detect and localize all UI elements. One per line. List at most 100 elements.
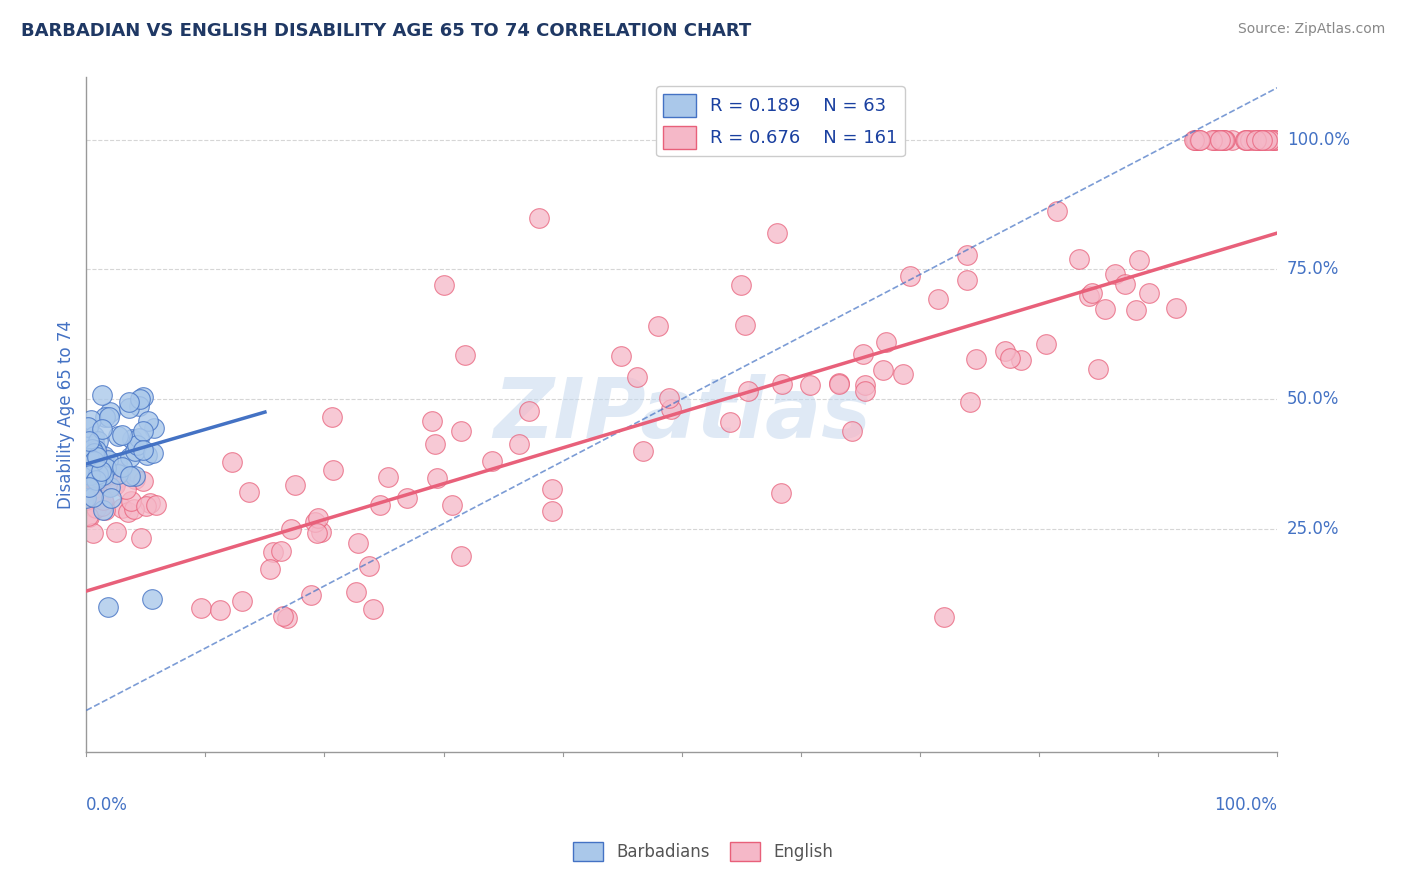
Point <box>108 470 131 484</box>
Point <box>1220 133 1243 147</box>
Point <box>610 349 633 363</box>
Point <box>527 211 550 225</box>
Legend: Barbadians, English: Barbadians, English <box>567 835 839 868</box>
Point <box>1128 253 1150 268</box>
Point <box>1081 285 1104 300</box>
Point <box>118 401 141 415</box>
Point <box>84 469 107 483</box>
Point <box>141 591 163 606</box>
Point <box>1201 133 1223 147</box>
Point <box>299 588 322 602</box>
Point <box>94 410 117 425</box>
Point <box>1184 133 1206 147</box>
Point <box>1114 277 1136 291</box>
Text: 50.0%: 50.0% <box>1286 390 1339 409</box>
Point <box>891 368 914 382</box>
Point <box>96 468 118 483</box>
Point <box>145 498 167 512</box>
Point <box>118 450 141 464</box>
Point <box>1256 133 1278 147</box>
Point <box>77 480 100 494</box>
Point <box>1164 301 1187 316</box>
Point <box>828 376 851 391</box>
Point <box>82 493 104 508</box>
Point <box>94 503 117 517</box>
Point <box>135 499 157 513</box>
Point <box>84 501 107 516</box>
Point <box>927 292 949 306</box>
Point <box>136 414 159 428</box>
Point <box>828 376 851 391</box>
Point <box>1125 303 1147 318</box>
Text: 100.0%: 100.0% <box>1286 131 1350 149</box>
Point <box>1247 133 1270 147</box>
Point <box>1264 133 1286 147</box>
Point <box>79 510 101 524</box>
Point <box>91 503 114 517</box>
Point <box>259 561 281 575</box>
Point <box>1213 133 1236 147</box>
Point <box>956 273 979 287</box>
Point <box>377 470 399 484</box>
Point <box>423 437 446 451</box>
Y-axis label: Disability Age 65 to 74: Disability Age 65 to 74 <box>58 320 75 509</box>
Point <box>1204 133 1226 147</box>
Point <box>1254 133 1277 147</box>
Point <box>1236 133 1258 147</box>
Point <box>1185 133 1208 147</box>
Point <box>1261 133 1284 147</box>
Point <box>361 601 384 615</box>
Point <box>83 454 105 468</box>
Point <box>93 496 115 510</box>
Point <box>508 437 530 451</box>
Point <box>129 392 152 407</box>
Point <box>231 593 253 607</box>
Point <box>875 335 897 350</box>
Point <box>104 478 127 492</box>
Point <box>1244 133 1267 147</box>
Point <box>657 391 679 405</box>
Point <box>450 549 472 563</box>
Text: Source: ZipAtlas.com: Source: ZipAtlas.com <box>1237 22 1385 37</box>
Point <box>898 268 921 283</box>
Point <box>75 491 97 505</box>
Point <box>1185 133 1208 147</box>
Point <box>86 481 108 495</box>
Point <box>82 500 104 515</box>
Point <box>1067 252 1090 266</box>
Point <box>1035 336 1057 351</box>
Point <box>1258 133 1281 147</box>
Point <box>956 248 979 262</box>
Point <box>770 376 793 391</box>
Point <box>80 412 103 426</box>
Point <box>128 399 150 413</box>
Point <box>1188 133 1211 147</box>
Point <box>91 499 114 513</box>
Point <box>1202 133 1225 147</box>
Point <box>97 599 120 614</box>
Point <box>221 455 243 469</box>
Point <box>86 450 108 464</box>
Point <box>965 352 987 367</box>
Point <box>344 584 367 599</box>
Point <box>1212 133 1234 147</box>
Point <box>770 486 793 500</box>
Point <box>128 431 150 445</box>
Point <box>80 461 103 475</box>
Point <box>190 600 212 615</box>
Point <box>77 434 100 448</box>
Point <box>304 515 326 529</box>
Point <box>91 492 114 507</box>
Point <box>541 504 564 518</box>
Point <box>841 424 863 438</box>
Point <box>276 611 298 625</box>
Point <box>737 384 759 399</box>
Point <box>79 468 101 483</box>
Point <box>87 470 110 484</box>
Point <box>626 369 648 384</box>
Point <box>124 501 146 516</box>
Point <box>262 545 284 559</box>
Point <box>90 458 112 473</box>
Point <box>730 277 752 292</box>
Point <box>115 482 138 496</box>
